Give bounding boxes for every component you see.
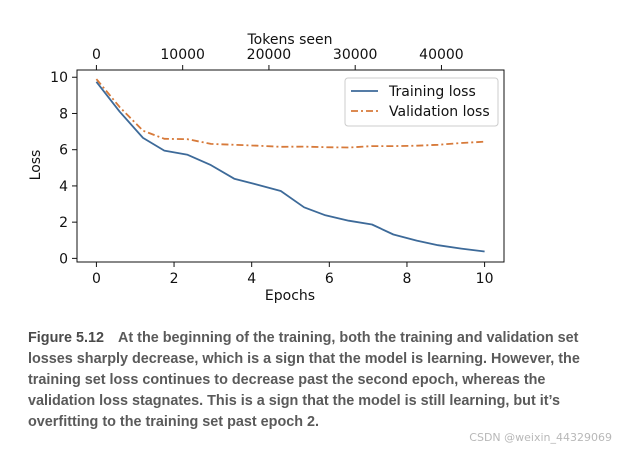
top-tick-label: 0 <box>92 47 101 63</box>
top-tick-label: 40000 <box>419 47 464 63</box>
figure-caption: Figure 5.12 At the beginning of the train… <box>28 328 598 433</box>
legend-label: Validation loss <box>389 104 490 120</box>
x-tick-label: 2 <box>170 271 179 287</box>
x-tick-label: 4 <box>247 271 256 287</box>
x-tick-label: 8 <box>402 271 411 287</box>
legend-box <box>344 77 499 127</box>
top-axis-ticks: 0 10000 20000 30000 40000 <box>92 47 464 70</box>
x-tick-label: 0 <box>92 271 101 287</box>
y-tick-label: 4 <box>59 179 68 195</box>
y-axis-label: Loss <box>28 150 44 181</box>
caption-text: At the beginning of the training, both t… <box>28 330 580 430</box>
y-tick-label: 6 <box>59 143 68 159</box>
legend-label: Training loss <box>388 84 476 100</box>
x-axis-label: Epochs <box>265 288 315 304</box>
x-tick-label: 6 <box>325 271 334 287</box>
y-axis-ticks: 0 2 4 6 8 10 <box>50 70 77 267</box>
watermark: CSDN @weixin_44329069 <box>469 431 612 444</box>
plot-border <box>76 69 505 263</box>
y-tick-label: 10 <box>50 70 68 86</box>
series-layer <box>95 78 485 253</box>
validation-loss-line <box>95 78 485 149</box>
training-loss-line <box>95 81 485 253</box>
y-tick-label: 2 <box>59 215 68 231</box>
top-axis-label: Tokens seen <box>247 32 333 48</box>
loss-chart: 0 2 4 6 8 10 0 2 4 6 8 10 0 10000 20000 30000 40000 Ep… <box>28 32 505 304</box>
figure-label: Figure 5.12 <box>28 330 104 346</box>
top-tick-label: 30000 <box>333 47 378 63</box>
legend: Training loss Validation loss <box>344 77 499 127</box>
x-tick-label: 10 <box>476 271 494 287</box>
y-tick-label: 8 <box>59 106 68 122</box>
top-tick-label: 10000 <box>160 47 205 63</box>
y-tick-label: 0 <box>59 251 68 267</box>
top-tick-label: 20000 <box>247 47 292 63</box>
x-axis-ticks: 0 2 4 6 8 10 <box>92 262 494 287</box>
plot-frame <box>76 69 505 263</box>
